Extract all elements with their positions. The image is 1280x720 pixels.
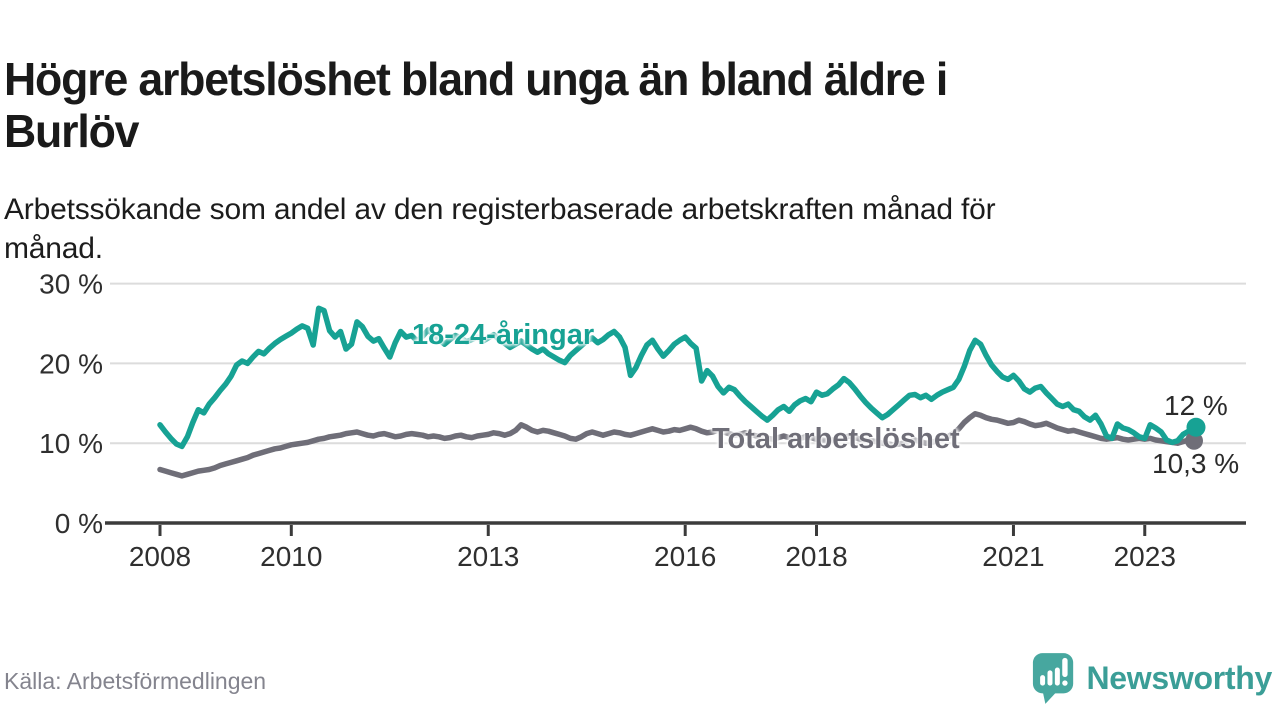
page-subtitle: Arbetssökande som andel av den registerb…: [4, 193, 996, 265]
source-attribution: Källa: Arbetsförmedlingen: [4, 668, 267, 694]
x-axis-tick-label: 2021: [982, 541, 1044, 572]
series-label-total: Total arbetslöshet: [712, 423, 960, 455]
total-series-line: [157, 410, 1197, 479]
x-axis-tick-label: 2013: [457, 541, 519, 572]
x-axis-tick-label: 2023: [1114, 541, 1176, 572]
end-value-label-total: 10,3 %: [1152, 448, 1240, 479]
brand-link[interactable]: Newsworthy: [1031, 650, 1273, 706]
page-title: Högre arbetslöshet bland unga än bland ä…: [4, 52, 948, 157]
speech-bubble-bar-chart-icon: [1032, 653, 1073, 704]
end-value-label-young: 12 %: [1164, 390, 1228, 421]
y-axis-tick-label: 20 %: [39, 348, 103, 379]
x-axis-tick-label: 2010: [260, 541, 322, 572]
y-axis-tick-label: 0 %: [55, 508, 103, 539]
x-axis-tick-label: 2008: [129, 541, 191, 572]
x-axis-tick-label: 2016: [654, 541, 716, 572]
series-label-young: 18-24-åringar: [412, 319, 595, 351]
brand-name: Newsworthy: [1086, 659, 1273, 696]
young-series-line: [157, 305, 1197, 450]
y-axis-tick-label: 10 %: [39, 428, 103, 459]
x-axis-tick-label: 2018: [785, 541, 847, 572]
y-axis-tick-label: 30 %: [39, 269, 103, 300]
